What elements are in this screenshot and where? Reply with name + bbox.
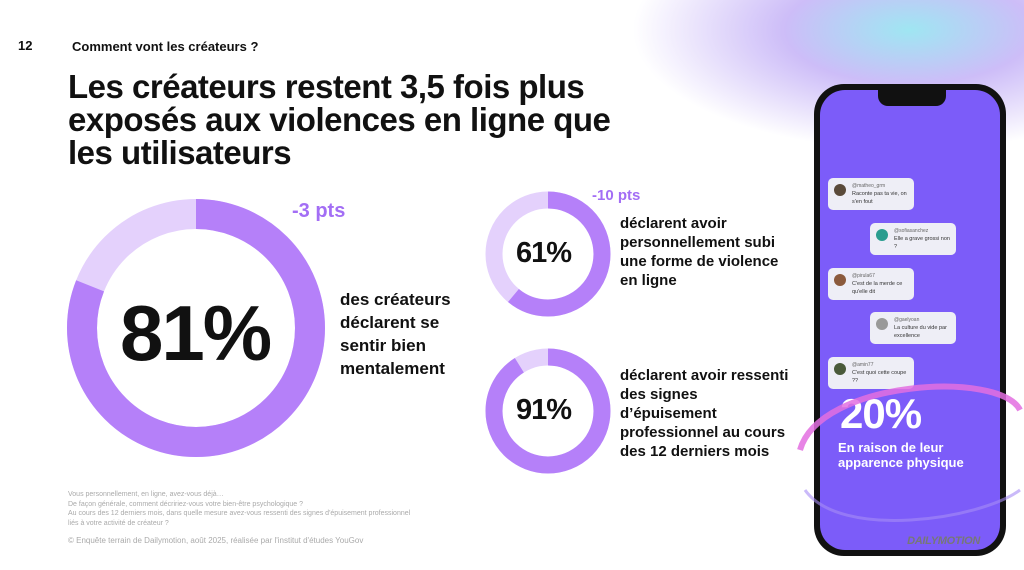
- stat-description: déclarent avoir personnellement subi une…: [620, 215, 779, 289]
- message: C'est quoi cette coupe ??: [852, 370, 907, 384]
- handle: @amin77: [852, 362, 874, 368]
- section-title: Comment vont les créateurs ?: [72, 39, 259, 54]
- phone-screen: @matheo_grm Raconte pas ta vie, on s'en f…: [820, 90, 1000, 550]
- footnote: Vous personnellement, en ligne, avez-vou…: [68, 491, 224, 498]
- stat-delta: -3 pts: [292, 200, 346, 222]
- chat-bubble: @amin77 C'est quoi cette coupe ??: [828, 357, 914, 389]
- page-number: 12: [18, 38, 33, 53]
- footnotes: Vous personnellement, en ligne, avez-vou…: [68, 490, 410, 528]
- phone-notch: [878, 90, 946, 106]
- phone-stat-text: En raison de leur apparence physique: [838, 440, 964, 470]
- message: La culture du vide par excellence: [894, 325, 947, 339]
- stat-value-81: 81%: [120, 289, 272, 377]
- donut-61: [485, 191, 611, 317]
- footnote: Au cours des 12 derniers mois, dans quel…: [68, 510, 411, 517]
- chat-bubble: @matheo_grm Raconte pas ta vie, on s'en f…: [828, 178, 914, 210]
- stat-delta: -10 pts: [592, 187, 641, 204]
- avatar: [834, 363, 846, 375]
- stat-value-61: 61%: [516, 237, 572, 269]
- decorative-swoosh: [797, 383, 1023, 522]
- stat-value-91: 91%: [516, 394, 572, 426]
- chat-bubble: @gaelyoan La culture du vide par excellen…: [870, 312, 956, 344]
- footnote: liés à votre activité de créateur ?: [68, 519, 169, 527]
- message: Elle a grave grossi non ?: [894, 236, 950, 250]
- avatar: [876, 318, 888, 330]
- handle: @pirula67: [852, 273, 875, 279]
- stat-description: déclarent avoir ressenti des signes d’ép…: [620, 367, 789, 460]
- chat-bubble: @sofiasanchez Elle a grave grossi non ?: [870, 223, 956, 255]
- donut-91: [485, 348, 611, 474]
- phone-mockup: @matheo_grm Raconte pas ta vie, on s'en f…: [814, 84, 1006, 556]
- handle: @matheo_grm: [852, 183, 886, 189]
- message: Raconte pas ta vie, on s'en fout: [852, 191, 907, 205]
- page-title: Les créateurs restent 3,5 fois plus expo…: [68, 68, 611, 171]
- donut-81: [67, 199, 325, 457]
- footnote: De façon générale, comment décririez-vou…: [68, 500, 304, 508]
- source-credit: © Enquête terrain de Dailymotion, août 2…: [68, 536, 364, 545]
- donut-arc: [67, 199, 325, 457]
- chat-bubble: @pirula67 C'est de la merde ce qu'elle di…: [828, 268, 914, 300]
- avatar: [834, 184, 846, 196]
- message: C'est de la merde ce qu'elle dit: [852, 281, 903, 295]
- donut-arc: [485, 348, 611, 474]
- stat-description: des créateurs déclarent se sentir bien m…: [340, 290, 451, 378]
- handle: @sofiasanchez: [894, 228, 929, 234]
- handle: @gaelyoan: [894, 317, 920, 323]
- donut-arc: [485, 191, 611, 317]
- phone-stat-value: 20%: [840, 390, 922, 437]
- dailymotion-logo: DAILYMOTION: [907, 535, 980, 547]
- avatar: [876, 229, 888, 241]
- avatar: [834, 274, 846, 286]
